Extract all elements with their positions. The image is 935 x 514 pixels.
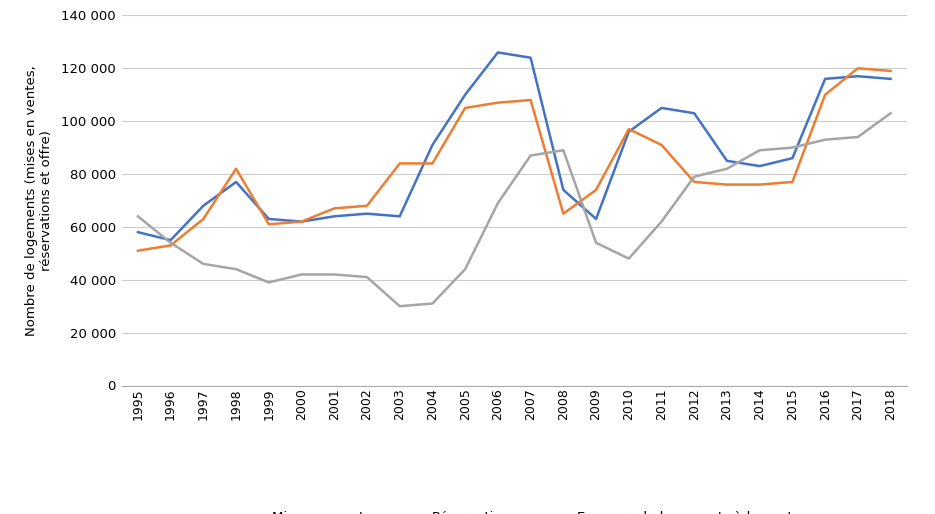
- En cours de logements à la vente: [820, 137, 831, 143]
- Mises en vente: [329, 213, 340, 219]
- En cours de logements à la vente: [885, 110, 897, 116]
- En cours de logements à la vente: [329, 271, 340, 278]
- Line: En cours de logements à la vente: En cours de logements à la vente: [137, 113, 891, 306]
- En cours de logements à la vente: [165, 240, 177, 246]
- Mises en vente: [558, 187, 569, 193]
- Line: Réservations: Réservations: [137, 68, 891, 251]
- Mises en vente: [755, 163, 766, 169]
- Réservations: [362, 203, 373, 209]
- En cours de logements à la vente: [786, 144, 798, 151]
- En cours de logements à la vente: [722, 166, 733, 172]
- Mises en vente: [295, 218, 307, 225]
- Mises en vente: [427, 142, 439, 148]
- Mises en vente: [132, 229, 143, 235]
- Mises en vente: [493, 49, 504, 56]
- Réservations: [820, 91, 831, 98]
- En cours de logements à la vente: [525, 153, 536, 159]
- Mises en vente: [362, 211, 373, 217]
- Mises en vente: [852, 73, 863, 79]
- En cours de logements à la vente: [656, 218, 668, 225]
- Mises en vente: [395, 213, 406, 219]
- Réservations: [688, 179, 699, 185]
- Y-axis label: Nombre de logements (mises en ventes,
réservations et offre): Nombre de logements (mises en ventes, ré…: [25, 65, 53, 336]
- Réservations: [885, 68, 897, 74]
- Mises en vente: [623, 128, 634, 135]
- Réservations: [264, 221, 275, 227]
- Line: Mises en vente: Mises en vente: [137, 52, 891, 240]
- Mises en vente: [885, 76, 897, 82]
- Réservations: [329, 205, 340, 211]
- Réservations: [295, 218, 307, 225]
- En cours de logements à la vente: [132, 213, 143, 219]
- Réservations: [165, 242, 177, 248]
- En cours de logements à la vente: [295, 271, 307, 278]
- En cours de logements à la vente: [362, 274, 373, 280]
- Réservations: [755, 181, 766, 188]
- Mises en vente: [525, 54, 536, 61]
- En cours de logements à la vente: [231, 266, 242, 272]
- En cours de logements à la vente: [427, 301, 439, 307]
- Legend: Mises en vente, Réservations, En cours de logements à la vente: Mises en vente, Réservations, En cours d…: [228, 510, 800, 514]
- En cours de logements à la vente: [558, 147, 569, 153]
- Mises en vente: [688, 110, 699, 116]
- Mises en vente: [459, 91, 470, 98]
- Réservations: [459, 105, 470, 111]
- Réservations: [558, 211, 569, 217]
- Mises en vente: [231, 179, 242, 185]
- Mises en vente: [165, 237, 177, 243]
- Réservations: [132, 248, 143, 254]
- En cours de logements à la vente: [493, 200, 504, 206]
- En cours de logements à la vente: [852, 134, 863, 140]
- Réservations: [525, 97, 536, 103]
- Réservations: [198, 216, 209, 222]
- Mises en vente: [786, 155, 798, 161]
- En cours de logements à la vente: [395, 303, 406, 309]
- En cours de logements à la vente: [755, 147, 766, 153]
- En cours de logements à la vente: [264, 279, 275, 285]
- Mises en vente: [820, 76, 831, 82]
- Réservations: [231, 166, 242, 172]
- Réservations: [722, 181, 733, 188]
- En cours de logements à la vente: [688, 174, 699, 180]
- Mises en vente: [264, 216, 275, 222]
- En cours de logements à la vente: [459, 266, 470, 272]
- Réservations: [493, 100, 504, 106]
- Mises en vente: [656, 105, 668, 111]
- Réservations: [395, 160, 406, 167]
- Réservations: [591, 187, 602, 193]
- Réservations: [786, 179, 798, 185]
- Réservations: [427, 160, 439, 167]
- En cours de logements à la vente: [198, 261, 209, 267]
- En cours de logements à la vente: [591, 240, 602, 246]
- Mises en vente: [591, 216, 602, 222]
- Réservations: [852, 65, 863, 71]
- Mises en vente: [198, 203, 209, 209]
- Réservations: [656, 142, 668, 148]
- Réservations: [623, 126, 634, 132]
- Mises en vente: [722, 158, 733, 164]
- En cours de logements à la vente: [623, 255, 634, 262]
